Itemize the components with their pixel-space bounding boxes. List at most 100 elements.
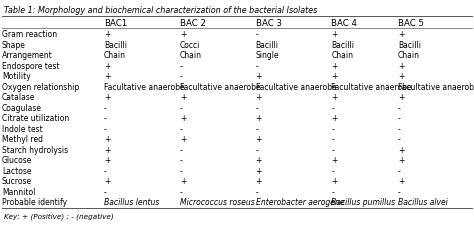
Text: Chain: Chain: [331, 51, 354, 60]
Text: Bacillus pumillus: Bacillus pumillus: [331, 198, 396, 207]
Text: Bacillus alvei: Bacillus alvei: [398, 198, 447, 207]
Text: +: +: [398, 177, 404, 186]
Text: Enterobacter aerogene: Enterobacter aerogene: [255, 198, 344, 207]
Text: Methyl red: Methyl red: [2, 135, 43, 144]
Text: -: -: [104, 114, 107, 123]
Text: -: -: [180, 72, 182, 81]
Text: +: +: [255, 135, 262, 144]
Text: +: +: [180, 114, 186, 123]
Text: +: +: [331, 177, 338, 186]
Text: Coagulase: Coagulase: [2, 104, 42, 113]
Text: Bacillus lentus: Bacillus lentus: [104, 198, 159, 207]
Text: +: +: [180, 135, 186, 144]
Text: -: -: [104, 104, 107, 113]
Text: +: +: [331, 72, 338, 81]
Text: -: -: [331, 135, 334, 144]
Text: -: -: [398, 125, 401, 134]
Text: -: -: [180, 167, 182, 176]
Text: +: +: [104, 93, 110, 102]
Text: +: +: [398, 156, 404, 165]
Text: Starch hydrolysis: Starch hydrolysis: [2, 146, 68, 155]
Text: -: -: [180, 125, 182, 134]
Text: -: -: [104, 167, 107, 176]
Text: BAC 5: BAC 5: [398, 19, 424, 28]
Text: Shape: Shape: [2, 41, 26, 50]
Text: Chain: Chain: [398, 51, 420, 60]
Text: +: +: [180, 93, 186, 102]
Text: +: +: [104, 146, 110, 155]
Text: Glucose: Glucose: [2, 156, 32, 165]
Text: Mannitol: Mannitol: [2, 188, 36, 197]
Text: -: -: [255, 30, 258, 39]
Text: Facultative anaerobe: Facultative anaerobe: [331, 83, 412, 92]
Text: +: +: [180, 30, 186, 39]
Text: BAC 3: BAC 3: [255, 19, 282, 28]
Text: +: +: [331, 93, 338, 102]
Text: +: +: [104, 177, 110, 186]
Text: BAC 4: BAC 4: [331, 19, 357, 28]
Text: -: -: [398, 167, 401, 176]
Text: Facultative anaerobe: Facultative anaerobe: [104, 83, 184, 92]
Text: -: -: [255, 62, 258, 71]
Text: -: -: [331, 167, 334, 176]
Text: -: -: [398, 188, 401, 197]
Text: +: +: [104, 156, 110, 165]
Text: Oxygen relationship: Oxygen relationship: [2, 83, 79, 92]
Text: +: +: [104, 30, 110, 39]
Text: +: +: [104, 135, 110, 144]
Text: Facultative anaerobe: Facultative anaerobe: [398, 83, 474, 92]
Text: +: +: [331, 114, 338, 123]
Text: Gram reaction: Gram reaction: [2, 30, 57, 39]
Text: Endospore test: Endospore test: [2, 62, 60, 71]
Text: +: +: [255, 93, 262, 102]
Text: -: -: [255, 125, 258, 134]
Text: Facultative anaerobe: Facultative anaerobe: [180, 83, 260, 92]
Text: +: +: [255, 177, 262, 186]
Text: Bacilli: Bacilli: [104, 41, 127, 50]
Text: -: -: [331, 125, 334, 134]
Text: BAC 2: BAC 2: [180, 19, 206, 28]
Text: Bacilli: Bacilli: [255, 41, 279, 50]
Text: -: -: [255, 104, 258, 113]
Text: -: -: [331, 146, 334, 155]
Text: Motility: Motility: [2, 72, 31, 81]
Text: +: +: [398, 146, 404, 155]
Text: +: +: [255, 156, 262, 165]
Text: Arrangement: Arrangement: [2, 51, 53, 60]
Text: Table 1: Morphology and biochemical characterization of the bacterial Isolates: Table 1: Morphology and biochemical char…: [4, 6, 317, 15]
Text: +: +: [104, 72, 110, 81]
Text: +: +: [180, 177, 186, 186]
Text: -: -: [180, 188, 182, 197]
Text: +: +: [255, 114, 262, 123]
Text: Catalase: Catalase: [2, 93, 36, 102]
Text: +: +: [398, 30, 404, 39]
Text: -: -: [331, 188, 334, 197]
Text: +: +: [331, 30, 338, 39]
Text: +: +: [255, 167, 262, 176]
Text: Bacilli: Bacilli: [331, 41, 355, 50]
Text: -: -: [398, 104, 401, 113]
Text: Sucrose: Sucrose: [2, 177, 32, 186]
Text: +: +: [398, 62, 404, 71]
Text: Citrate utilization: Citrate utilization: [2, 114, 69, 123]
Text: Facultative anaerobe: Facultative anaerobe: [255, 83, 336, 92]
Text: +: +: [331, 62, 338, 71]
Text: Chain: Chain: [104, 51, 126, 60]
Text: -: -: [331, 104, 334, 113]
Text: BAC1: BAC1: [104, 19, 127, 28]
Text: +: +: [398, 93, 404, 102]
Text: -: -: [104, 188, 107, 197]
Text: Probable identify: Probable identify: [2, 198, 67, 207]
Text: -: -: [104, 125, 107, 134]
Text: Indole test: Indole test: [2, 125, 43, 134]
Text: Key: + (Positive) ; - (negative): Key: + (Positive) ; - (negative): [4, 213, 114, 220]
Text: +: +: [104, 62, 110, 71]
Text: +: +: [398, 72, 404, 81]
Text: -: -: [180, 62, 182, 71]
Text: +: +: [255, 72, 262, 81]
Text: Lactose: Lactose: [2, 167, 31, 176]
Text: -: -: [180, 146, 182, 155]
Text: Bacilli: Bacilli: [398, 41, 421, 50]
Text: Single: Single: [255, 51, 279, 60]
Text: -: -: [255, 188, 258, 197]
